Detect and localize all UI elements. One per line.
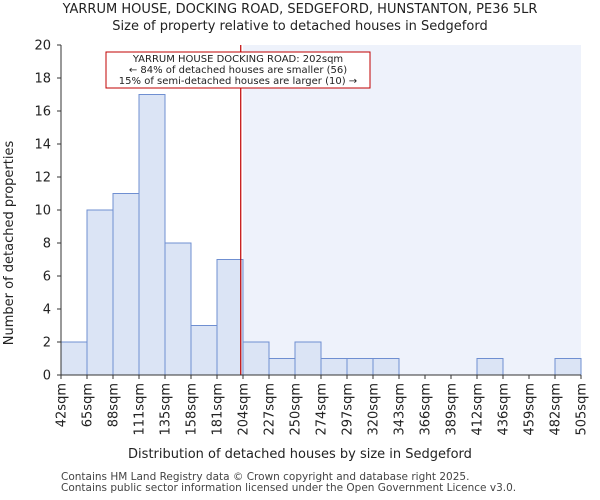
x-tick-label: 389sqm (445, 383, 460, 436)
y-axis-label: Number of detached properties (2, 141, 17, 346)
bar-204sqm (242, 341, 270, 376)
annotation-line-1: YARRUM HOUSE DOCKING ROAD: 202sqm (132, 54, 343, 65)
bar-65sqm (86, 209, 114, 376)
x-axis-ticks: 42sqm 65sqm 88sqm 111sqm 135sqm 158sqm 181sqm 2… (55, 375, 590, 436)
bar-135sqm (164, 242, 192, 376)
bar-274sqm (320, 358, 348, 376)
footer-line-1: Contains HM Land Registry data © Crown c… (61, 471, 470, 483)
y-axis-ticks: 0 2 4 6 8 10 12 14 16 18 20 (34, 39, 61, 384)
bar-320sqm (372, 358, 400, 376)
x-tick-label: 505sqm (575, 383, 590, 436)
x-tick-label: 88sqm (107, 383, 122, 427)
bar-181sqm (216, 259, 244, 376)
chart-subtitle: Size of property relative to detached ho… (112, 19, 487, 34)
x-tick-label: 135sqm (159, 383, 174, 436)
bar-88sqm (112, 193, 140, 376)
x-tick-label: 42sqm (55, 383, 70, 427)
footer-line-2: Contains public sector information licen… (61, 482, 517, 494)
y-tick-label: 4 (43, 303, 51, 318)
x-tick-label: 250sqm (289, 383, 304, 436)
x-tick-label: 343sqm (393, 383, 408, 436)
chart-title: YARRUM HOUSE, DOCKING ROAD, SEDGEFORD, H… (62, 2, 538, 17)
x-tick-label: 412sqm (471, 383, 486, 436)
x-tick-label: 65sqm (81, 383, 96, 427)
annotation-box (105, 51, 371, 89)
y-tick-label: 2 (43, 336, 51, 351)
y-tick-label: 12 (34, 171, 51, 186)
y-tick-label: 14 (34, 138, 51, 153)
x-tick-label: 274sqm (315, 383, 330, 436)
annotation-line-3: 15% of semi-detached houses are larger (… (119, 76, 357, 87)
bar-158sqm (190, 325, 218, 376)
x-tick-label: 297sqm (341, 383, 356, 436)
bar-111sqm (138, 94, 166, 376)
bar-297sqm (346, 358, 374, 376)
y-tick-label: 0 (43, 369, 51, 384)
y-tick-label: 10 (34, 204, 51, 219)
x-tick-label: 111sqm (133, 383, 148, 436)
x-tick-label: 227sqm (263, 383, 278, 436)
x-tick-label: 181sqm (211, 383, 226, 436)
x-tick-label: 459sqm (523, 383, 538, 436)
y-tick-label: 6 (43, 270, 51, 285)
bar-482sqm (554, 358, 582, 376)
bar-412sqm (476, 358, 504, 376)
bar-227sqm (268, 358, 296, 376)
x-tick-label: 482sqm (549, 383, 564, 436)
y-tick-label: 8 (43, 237, 51, 252)
bar-250sqm (294, 341, 322, 376)
x-axis-label: Distribution of detached houses by size … (128, 447, 472, 462)
bar-42sqm (60, 341, 88, 376)
larger-houses-region (243, 45, 581, 375)
x-tick-label: 204sqm (237, 383, 252, 436)
y-tick-label: 18 (34, 72, 51, 87)
x-tick-label: 366sqm (419, 383, 434, 436)
y-tick-label: 20 (34, 39, 51, 54)
x-tick-label: 158sqm (185, 383, 200, 436)
annotation-line-2: ← 84% of detached houses are smaller (56… (129, 65, 347, 76)
y-tick-label: 16 (34, 105, 51, 120)
x-tick-label: 320sqm (367, 383, 382, 436)
bars (60, 94, 582, 376)
x-tick-label: 436sqm (497, 383, 512, 436)
